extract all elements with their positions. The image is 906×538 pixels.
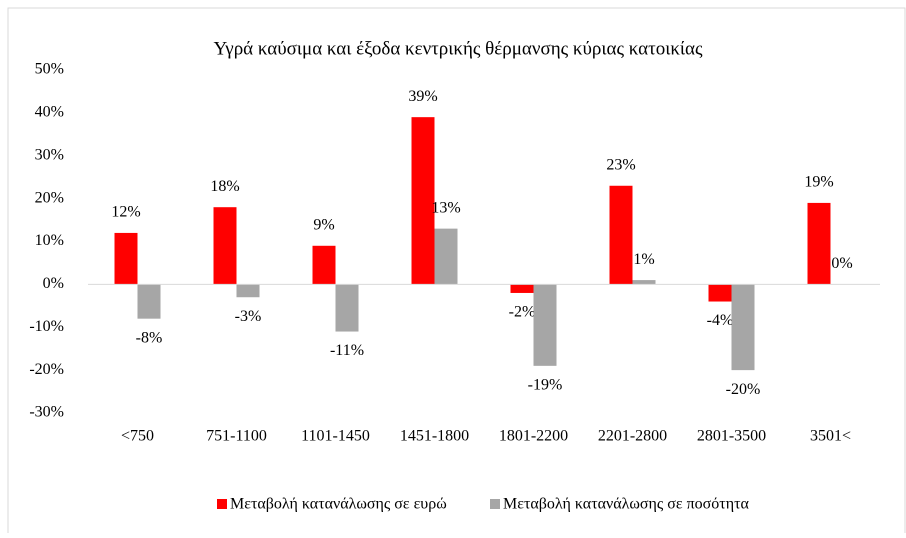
bar	[312, 245, 336, 285]
legend-label: Μεταβολή κατανάλωσης σε ποσότητα	[503, 496, 750, 513]
bar	[114, 232, 138, 285]
x-tick-label: 1451-1800	[400, 428, 469, 445]
x-tick-label: 1101-1450	[301, 428, 370, 445]
y-tick-label: -30%	[29, 404, 64, 421]
x-tick-label: 2201-2800	[598, 428, 667, 445]
x-tick-label: 3501<	[810, 428, 851, 445]
data-label: 23%	[606, 156, 635, 173]
y-tick-label: 10%	[35, 232, 64, 249]
data-label: 19%	[804, 174, 833, 191]
x-tick-label: 1801-2200	[499, 428, 568, 445]
data-label: 9%	[313, 216, 334, 233]
bar	[708, 284, 732, 302]
y-tick-label: 30%	[35, 146, 64, 163]
data-label: -4%	[707, 312, 734, 329]
bar	[510, 284, 534, 293]
data-label: -8%	[136, 329, 163, 346]
legend-swatch	[217, 499, 227, 509]
x-tick-label: <750	[121, 428, 154, 445]
bar	[731, 284, 755, 371]
y-tick-label: 0%	[43, 275, 64, 292]
y-tick-label: -20%	[29, 361, 64, 378]
legend-label: Μεταβολή κατανάλωσης σε ευρώ	[230, 496, 447, 513]
bar	[335, 284, 359, 332]
data-label: -3%	[235, 308, 262, 325]
bar	[807, 202, 831, 285]
bar	[609, 185, 633, 285]
data-label: -19%	[528, 377, 563, 394]
data-label: 12%	[111, 204, 140, 221]
data-label: 13%	[431, 199, 460, 216]
data-label: 0%	[831, 255, 852, 272]
y-tick-label: -10%	[29, 318, 64, 335]
bar	[533, 284, 557, 366]
legend-swatch	[490, 499, 500, 509]
y-tick-label: 40%	[35, 104, 64, 121]
bar	[236, 284, 260, 298]
data-label: 1%	[633, 251, 654, 268]
chart-title: Υγρά καύσιμα και έξοδα κεντρικής θέρμανσ…	[214, 38, 703, 59]
bar	[411, 117, 435, 285]
data-label: 39%	[408, 88, 437, 105]
data-label: -20%	[726, 381, 761, 398]
bar	[137, 284, 161, 319]
data-label: 18%	[210, 178, 239, 195]
y-tick-label: 20%	[35, 189, 64, 206]
bar	[434, 228, 458, 285]
bar	[632, 280, 656, 285]
data-label: -2%	[509, 304, 536, 321]
bar	[213, 207, 237, 285]
x-tick-label: 2801-3500	[697, 428, 766, 445]
data-label: -11%	[330, 342, 364, 359]
x-tick-label: 751-1100	[206, 428, 267, 445]
y-tick-label: 50%	[35, 61, 64, 78]
